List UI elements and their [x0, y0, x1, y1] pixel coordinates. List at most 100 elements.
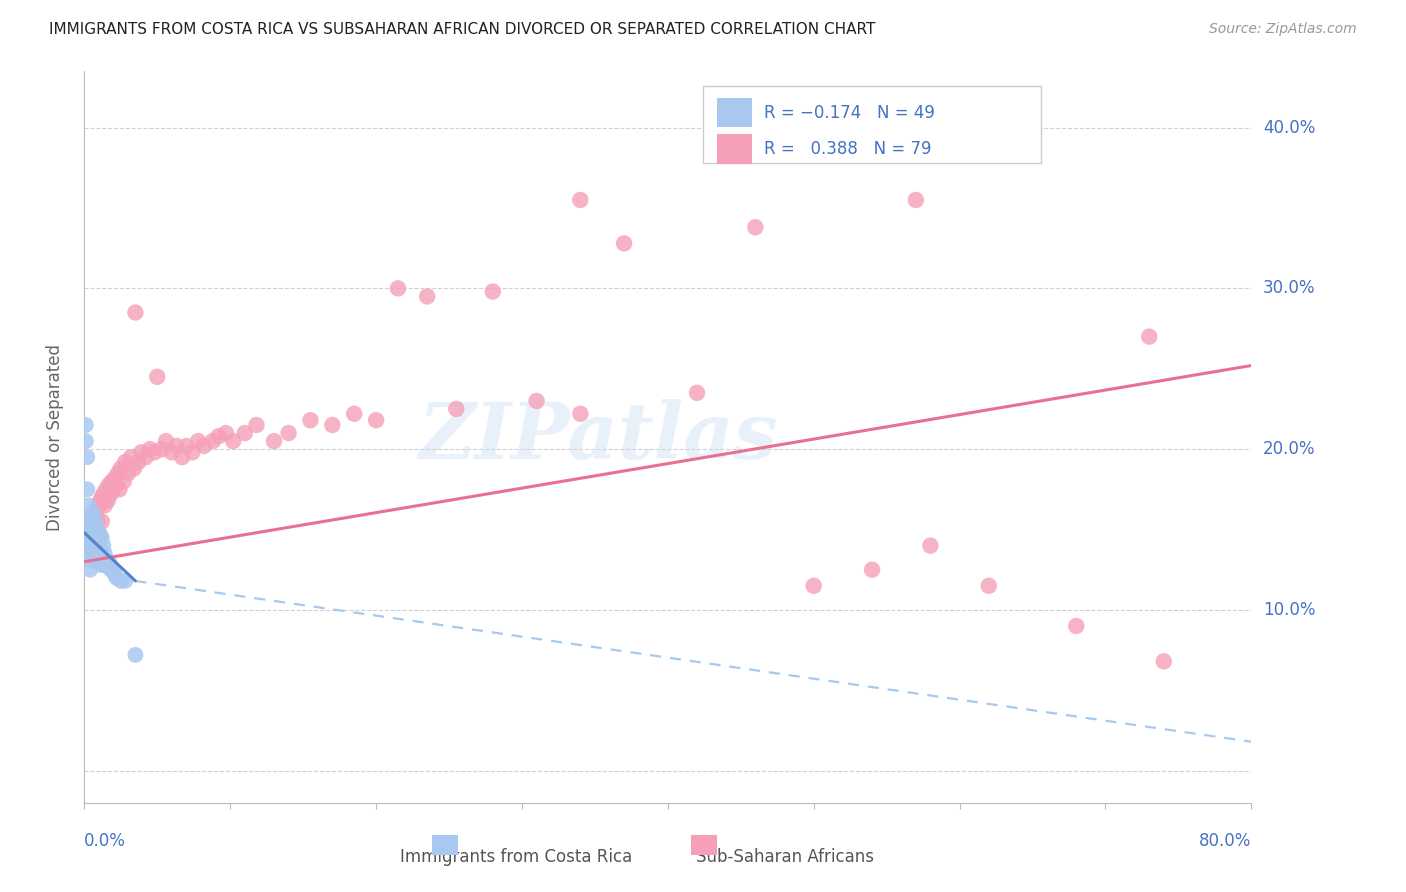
Point — [569, 193, 592, 207]
Point — [97, 493, 120, 508]
Point — [100, 563, 122, 577]
Point — [193, 439, 215, 453]
Point — [104, 567, 127, 582]
Point — [110, 461, 132, 475]
Point — [277, 425, 299, 440]
Point — [77, 531, 100, 545]
Point — [89, 493, 111, 508]
Point — [84, 531, 107, 545]
Point — [90, 515, 112, 529]
Point — [82, 509, 104, 524]
Point — [84, 547, 107, 561]
Point — [446, 401, 468, 416]
Point — [114, 574, 136, 588]
Point — [91, 558, 114, 572]
Point — [90, 491, 112, 505]
Point — [233, 425, 256, 440]
Point — [98, 555, 121, 569]
Point — [94, 499, 117, 513]
Point — [103, 483, 125, 497]
Point — [76, 523, 98, 537]
Point — [83, 555, 105, 569]
Point — [176, 439, 198, 453]
Text: 20.0%: 20.0% — [1263, 440, 1316, 458]
Point — [87, 525, 110, 540]
Bar — [717, 135, 752, 163]
Point — [84, 525, 107, 540]
Point — [416, 289, 439, 303]
Point — [80, 523, 103, 537]
Point — [89, 558, 111, 572]
Point — [79, 563, 101, 577]
Point — [143, 445, 166, 459]
Point — [76, 483, 98, 497]
Point — [135, 450, 157, 465]
Text: 0.0%: 0.0% — [84, 831, 127, 850]
Point — [103, 563, 125, 577]
Point — [87, 499, 110, 513]
Point — [107, 467, 129, 481]
Point — [127, 455, 149, 469]
Text: Source: ZipAtlas.com: Source: ZipAtlas.com — [1209, 22, 1357, 37]
Point — [98, 477, 121, 491]
Point — [803, 579, 825, 593]
Point — [977, 579, 1000, 593]
Point — [75, 434, 97, 449]
Point — [76, 450, 98, 465]
Point — [860, 563, 883, 577]
Point — [222, 434, 245, 449]
Point — [129, 445, 152, 459]
FancyBboxPatch shape — [703, 86, 1042, 163]
Point — [77, 551, 100, 566]
Point — [146, 369, 169, 384]
Text: ZIPatlas: ZIPatlas — [418, 399, 778, 475]
Point — [366, 413, 388, 427]
Text: IMMIGRANTS FROM COSTA RICA VS SUBSAHARAN AFRICAN DIVORCED OR SEPARATED CORRELATI: IMMIGRANTS FROM COSTA RICA VS SUBSAHARAN… — [49, 22, 876, 37]
Point — [91, 539, 114, 553]
Point — [84, 519, 107, 533]
Point — [87, 541, 110, 556]
Point — [104, 471, 127, 485]
Point — [299, 413, 322, 427]
Point — [321, 417, 343, 432]
Point — [569, 407, 592, 421]
Text: R =   0.388   N = 79: R = 0.388 N = 79 — [763, 140, 931, 158]
Point — [207, 429, 229, 443]
Text: Immigrants from Costa Rica: Immigrants from Costa Rica — [401, 848, 633, 866]
Point — [108, 483, 131, 497]
Point — [86, 525, 108, 540]
Point — [124, 305, 146, 319]
Point — [1137, 329, 1160, 343]
Point — [1066, 619, 1088, 633]
Text: 10.0%: 10.0% — [1263, 601, 1316, 619]
Text: 40.0%: 40.0% — [1263, 119, 1316, 136]
Point — [105, 571, 128, 585]
Text: R = −0.174   N = 49: R = −0.174 N = 49 — [763, 103, 935, 122]
Point — [87, 525, 110, 540]
Point — [90, 551, 112, 566]
Point — [77, 525, 100, 540]
Point — [84, 503, 107, 517]
Point — [77, 539, 100, 553]
Point — [89, 531, 111, 545]
Point — [80, 541, 103, 556]
Point — [112, 475, 135, 489]
Text: Sub-Saharan Africans: Sub-Saharan Africans — [696, 848, 873, 866]
Point — [100, 487, 122, 501]
Point — [96, 483, 118, 497]
Point — [110, 574, 132, 588]
Point — [82, 541, 104, 556]
Point — [82, 507, 104, 521]
Point — [79, 523, 101, 537]
Point — [343, 407, 366, 421]
Point — [482, 285, 505, 299]
Point — [120, 450, 142, 465]
Point — [82, 525, 104, 540]
Point — [80, 509, 103, 524]
Point — [79, 519, 101, 533]
Point — [187, 434, 209, 449]
Point — [160, 445, 183, 459]
Point — [79, 535, 101, 549]
Point — [77, 499, 100, 513]
Point — [1153, 654, 1175, 668]
